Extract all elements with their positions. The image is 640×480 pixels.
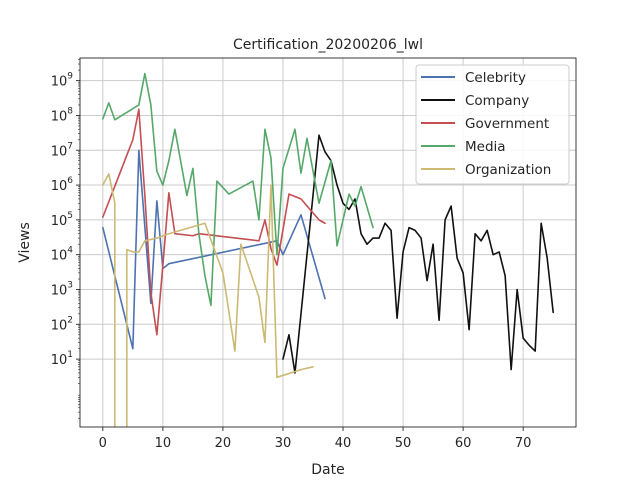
x-tick-label: 30 — [275, 436, 292, 451]
x-tick-label: 20 — [215, 436, 232, 451]
series-layer — [102, 72, 554, 427]
legend-label-government: Government — [465, 116, 549, 132]
y-axis-title: Views — [17, 222, 33, 263]
plot-frame — [79, 57, 577, 428]
series-line-company — [282, 134, 554, 374]
x-axis-title: Date — [311, 462, 344, 478]
x-tick-label: 10 — [155, 436, 172, 451]
legend-box — [415, 64, 570, 185]
x-tick-label: 40 — [335, 436, 352, 451]
series-line-government — [102, 108, 326, 336]
legend-label-celebrity: Celebrity — [465, 70, 526, 86]
series-line-organization — [102, 173, 314, 427]
legend-label-organization: Organization — [465, 162, 551, 178]
chart-title: Certification_20200206_lwl — [233, 37, 423, 53]
x-tick-label: 70 — [515, 436, 532, 451]
x-tick-label: 0 — [99, 436, 107, 451]
legend: Celebrity Company Government Media Organ… — [415, 64, 570, 185]
x-tick-label: 60 — [455, 436, 472, 451]
x-tick-label: 50 — [395, 436, 412, 451]
series-line-media — [102, 72, 374, 307]
legend-label-company: Company — [465, 93, 529, 109]
legend-label-media: Media — [465, 139, 506, 155]
